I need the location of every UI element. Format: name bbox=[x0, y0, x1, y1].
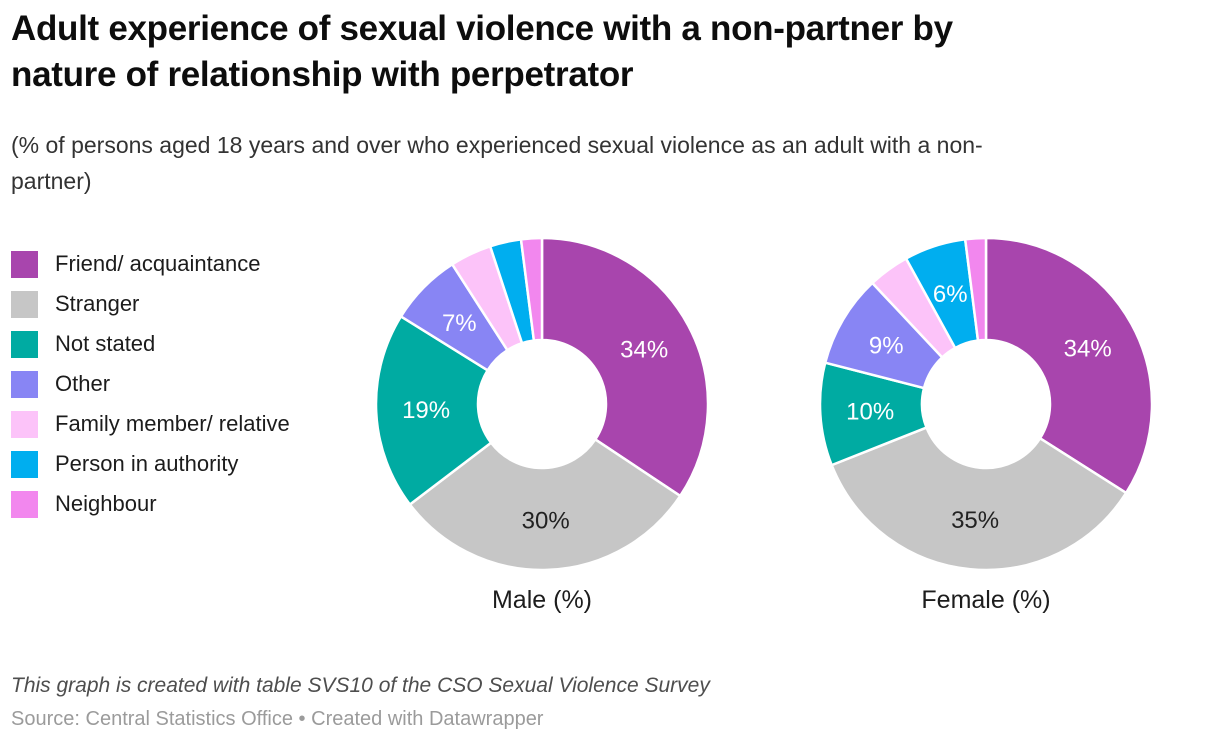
legend-label: Family member/ relative bbox=[55, 411, 290, 436]
chart-title: Adult experience of sexual violence with… bbox=[11, 9, 953, 94]
created-with-text: Created with bbox=[311, 708, 424, 730]
legend-item-neighbour: Neighbour bbox=[11, 490, 290, 518]
male-slice-value-other: 7% bbox=[442, 310, 477, 337]
female-donut: 34% 35% 10% 9% 6% bbox=[818, 236, 1154, 572]
legend-swatch-family-member-relative bbox=[11, 410, 38, 438]
chart-note: This graph is created with table SVS10 o… bbox=[11, 674, 710, 697]
female-slice-stranger[interactable] bbox=[830, 426, 1128, 572]
legend-item-stranger: Stranger bbox=[11, 290, 290, 318]
legend-swatch-not-stated bbox=[11, 330, 38, 358]
female-slice-value-stranger: 35% bbox=[951, 507, 999, 534]
legend-label: Friend/ acquaintance bbox=[55, 251, 261, 276]
legend-swatch-friend-acquaintance bbox=[11, 250, 38, 278]
female-slice-value-person-in-authority: 6% bbox=[933, 281, 968, 308]
male-slice-neighbour[interactable] bbox=[519, 236, 544, 342]
female-slice-value-friend-acquaintance: 34% bbox=[1064, 336, 1112, 363]
legend-swatch-other bbox=[11, 370, 38, 398]
male-slice-friend-acquaintance[interactable] bbox=[540, 236, 710, 498]
male-donut: 34% 30% 19% 7% bbox=[374, 236, 710, 572]
legend-item-friend-acquaintance: Friend/ acquaintance bbox=[11, 250, 290, 278]
legend-swatch-person-in-authority bbox=[11, 450, 38, 478]
legend-item-person-in-authority: Person in authority bbox=[11, 450, 290, 478]
legend-label: Not stated bbox=[55, 331, 156, 356]
legend-swatch-stranger bbox=[11, 290, 38, 318]
male-slice-not-stated[interactable] bbox=[374, 315, 493, 506]
legend: Friend/ acquaintance Stranger Not stated Ot… bbox=[11, 250, 290, 530]
legend-label: Stranger bbox=[55, 291, 140, 316]
male-axis-label: Male (%) bbox=[492, 586, 592, 614]
male-slice-value-friend-acquaintance: 34% bbox=[620, 337, 668, 364]
legend-swatch-neighbour bbox=[11, 490, 38, 518]
legend-label: Person in authority bbox=[55, 451, 239, 476]
legend-label: Neighbour bbox=[55, 491, 157, 516]
legend-label: Other bbox=[55, 371, 111, 396]
female-slice-neighbour[interactable] bbox=[963, 236, 988, 342]
female-slice-value-other: 9% bbox=[869, 332, 904, 359]
legend-item-not-stated: Not stated bbox=[11, 330, 290, 358]
female-axis-label: Female (%) bbox=[921, 586, 1050, 614]
legend-item-other: Other bbox=[11, 370, 290, 398]
source-separator: • bbox=[298, 708, 306, 730]
male-slice-value-not-stated: 19% bbox=[402, 397, 450, 424]
female-slice-value-not-stated: 10% bbox=[846, 399, 894, 426]
male-slice-value-stranger: 30% bbox=[522, 507, 570, 534]
chart-subtitle: (% of persons aged 18 years and over who… bbox=[11, 132, 983, 194]
datawrapper-link[interactable]: Datawrapper bbox=[428, 708, 544, 730]
male-slice-stranger[interactable] bbox=[408, 438, 682, 572]
female-slice-friend-acquaintance[interactable] bbox=[984, 236, 1154, 495]
source-link[interactable]: Central Statistics Office bbox=[85, 708, 293, 730]
chart-source-line: Source: Central Statistics Office • Crea… bbox=[11, 708, 543, 731]
source-prefix: Source: bbox=[11, 708, 80, 730]
legend-item-family-member-relative: Family member/ relative bbox=[11, 410, 290, 438]
